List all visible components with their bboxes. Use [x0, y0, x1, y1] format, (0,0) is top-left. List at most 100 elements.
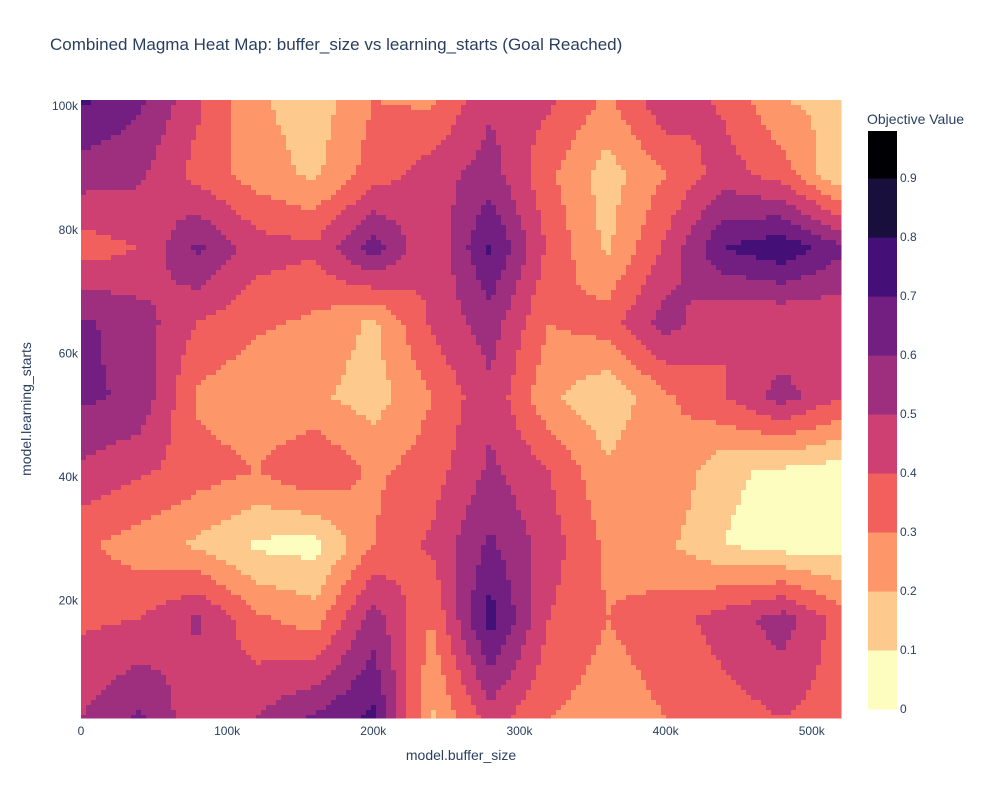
heatmap-cell: [451, 225, 457, 231]
heatmap-cell: [321, 105, 327, 111]
heatmap-cell: [271, 180, 277, 186]
heatmap-cell: [311, 245, 317, 251]
heatmap-cell: [551, 240, 557, 246]
heatmap-cell: [706, 160, 712, 166]
heatmap-cell: [296, 115, 302, 121]
heatmap-cell: [236, 190, 242, 196]
heatmap-cell: [446, 215, 452, 221]
heatmap-cell: [556, 120, 562, 126]
heatmap-cell: [286, 220, 292, 226]
heatmap-cell: [711, 255, 717, 261]
heatmap-cell: [801, 175, 807, 181]
heatmap-cell: [446, 160, 452, 166]
heatmap-cell: [806, 100, 812, 106]
heatmap-cell: [666, 205, 672, 211]
heatmap-cell: [501, 205, 507, 211]
heatmap-cell: [471, 245, 477, 251]
heatmap-cell: [821, 185, 827, 191]
heatmap-cell: [246, 250, 252, 256]
heatmap-cell: [516, 170, 522, 176]
heatmap-cell: [191, 150, 197, 156]
heatmap-cell: [751, 175, 757, 181]
heatmap-cell: [691, 250, 697, 256]
heatmap-cell: [361, 160, 367, 166]
heatmap-cell: [756, 245, 762, 251]
heatmap-cell: [161, 190, 167, 196]
heatmap-cell: [511, 125, 517, 131]
heatmap-cell: [236, 255, 242, 261]
heatmap-cell: [236, 155, 242, 161]
heatmap-cell: [551, 105, 557, 111]
heatmap-cell: [86, 200, 92, 206]
heatmap-cell: [781, 235, 787, 241]
heatmap-cell: [666, 135, 672, 141]
heatmap-cell: [446, 190, 452, 196]
heatmap-cell: [441, 225, 447, 231]
heatmap-cell: [731, 240, 737, 246]
heatmap-cell: [381, 175, 387, 181]
heatmap-cell: [376, 200, 382, 206]
heatmap-cell: [151, 130, 157, 136]
heatmap-cell: [546, 200, 552, 206]
heatmap-cell: [741, 150, 747, 156]
heatmap-cell: [431, 235, 437, 241]
heatmap-cell: [176, 235, 182, 241]
plot-area[interactable]: [81, 100, 842, 719]
heatmap-cell: [611, 160, 617, 166]
heatmap-cell: [461, 240, 467, 246]
heatmap-cell: [551, 205, 557, 211]
heatmap-cell: [591, 155, 597, 161]
heatmap-cell: [806, 240, 812, 246]
heatmap-cell: [691, 235, 697, 241]
heatmap-cell: [436, 205, 442, 211]
heatmap-cell: [561, 205, 567, 211]
heatmap-cell: [546, 235, 552, 241]
heatmap-cell: [666, 220, 672, 226]
heatmap-cell: [166, 150, 172, 156]
heatmap-cell: [96, 215, 102, 221]
heatmap-cell: [576, 185, 582, 191]
heatmap-cell: [446, 135, 452, 141]
heatmap-cell: [791, 185, 797, 191]
heatmap-cell: [576, 140, 582, 146]
heatmap-cell: [281, 170, 287, 176]
heatmap-cell: [471, 180, 477, 186]
heatmap-cell: [771, 240, 777, 246]
heatmap-cell: [391, 210, 397, 216]
heatmap-cell: [121, 200, 127, 206]
heatmap-cell: [416, 110, 422, 116]
heatmap-cell: [356, 235, 362, 241]
heatmap-cell: [771, 185, 777, 191]
heatmap-cell: [216, 185, 222, 191]
heatmap-cell: [731, 180, 737, 186]
heatmap-cell: [506, 215, 512, 221]
heatmap-cell: [481, 225, 487, 231]
heatmap-cell: [541, 215, 547, 221]
heatmap-cell: [226, 255, 232, 261]
heatmap-cell: [706, 180, 712, 186]
heatmap-cell: [221, 125, 227, 131]
heatmap-cell: [656, 190, 662, 196]
heatmap-cell: [181, 125, 187, 131]
heatmap-cell: [371, 145, 377, 151]
heatmap-cell: [181, 110, 187, 116]
heatmap-cell: [656, 260, 662, 266]
heatmap-cell: [141, 230, 147, 236]
heatmap-cell: [701, 110, 707, 116]
heatmap-cell: [376, 195, 382, 201]
heatmap-cell: [661, 210, 667, 216]
heatmap-cell: [331, 190, 337, 196]
heatmap-cell: [111, 235, 117, 241]
heatmap-cell: [731, 150, 737, 156]
heatmap-cell: [171, 215, 177, 221]
heatmap-cell: [446, 250, 452, 256]
heatmap-cell: [131, 100, 137, 106]
heatmap-cell: [156, 185, 162, 191]
heatmap-cell: [566, 185, 572, 191]
heatmap-cell: [441, 200, 447, 206]
heatmap-cell: [636, 125, 642, 131]
heatmap-cell: [371, 220, 377, 226]
heatmap-cell: [491, 200, 497, 206]
heatmap-cell: [86, 240, 92, 246]
heatmap-cell: [156, 155, 162, 161]
